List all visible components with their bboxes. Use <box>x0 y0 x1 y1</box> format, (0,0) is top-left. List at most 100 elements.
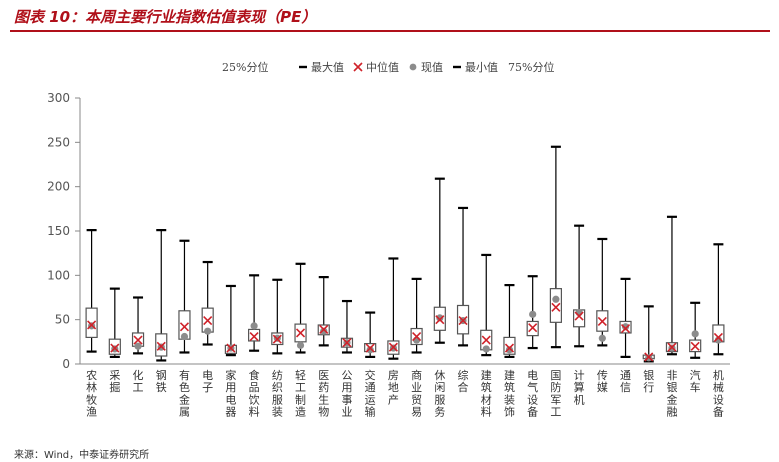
median-marker <box>644 352 654 362</box>
median-marker <box>342 338 352 348</box>
median-marker <box>272 334 282 344</box>
current-value-dot <box>482 345 490 353</box>
category-label: 综合 <box>458 368 469 394</box>
median-marker <box>203 315 213 326</box>
category-label: 汽车 <box>690 368 701 394</box>
box-15 <box>433 177 446 344</box>
iqr-box <box>503 336 516 355</box>
category-label: 电子 <box>202 369 213 394</box>
current-value-dot <box>621 323 630 331</box>
box-0 <box>85 229 98 353</box>
plot-area <box>85 145 725 363</box>
legend-item-2: 中位值 <box>353 60 399 74</box>
category-label: 有色金属 <box>179 368 190 419</box>
box-6 <box>224 284 237 357</box>
median-marker <box>295 328 306 338</box>
median-marker <box>481 335 491 345</box>
box-25 <box>665 215 679 356</box>
median-marker <box>133 335 143 345</box>
box-9 <box>294 262 307 354</box>
title-rule <box>10 30 770 32</box>
category-label: 电气设备 <box>527 369 538 419</box>
median-marker <box>179 322 190 332</box>
box-11 <box>340 299 354 354</box>
category-label: 交通运输 <box>365 368 376 419</box>
boxplot-chart: 25%分位 最大值 中位值 现值 最小值 75%分位 0 50 100 150 200 250 300… <box>47 60 730 419</box>
iqr-box <box>549 288 562 323</box>
box-13 <box>387 257 400 360</box>
y-tick-label: 250 <box>47 135 70 149</box>
box-1 <box>108 287 121 359</box>
iqr-box <box>248 328 261 342</box>
legend-item-0: 25%分位 <box>222 60 268 74</box>
category-label: 食品饮料 <box>249 368 260 419</box>
legend: 25%分位 最大值 中位值 现值 最小值 75%分位 <box>222 60 554 74</box>
current-value-dot <box>552 295 560 303</box>
box-5 <box>201 260 214 346</box>
category-label: 银行 <box>643 368 654 394</box>
current-value-dot <box>529 310 537 318</box>
box-2 <box>131 296 145 355</box>
current-value-dot <box>180 332 189 341</box>
median-marker <box>551 302 561 312</box>
median-marker <box>620 323 631 334</box>
box-19 <box>526 275 539 350</box>
median-marker <box>713 332 723 342</box>
y-tick-label: 300 <box>47 91 70 105</box>
category-label: 商业贸易 <box>411 368 422 419</box>
y-tick-label: 100 <box>47 268 70 282</box>
category-label: 机械设备 <box>713 368 724 419</box>
box-22 <box>596 237 609 347</box>
category-label: 采掘 <box>109 369 120 394</box>
legend-label: 现值 <box>421 61 443 74</box>
current-value-dot <box>505 346 514 354</box>
box-18 <box>503 283 516 359</box>
box-8 <box>271 278 284 355</box>
category-label: 建筑材料 <box>481 368 492 419</box>
y-tick-label: 200 <box>47 180 70 194</box>
median-marker <box>365 343 375 353</box>
legend-x-icon <box>353 62 363 72</box>
median-marker <box>156 341 166 351</box>
legend-label: 25%分位 <box>222 60 268 74</box>
median-marker <box>504 343 515 353</box>
legend-label: 最小值 <box>465 61 498 74</box>
current-value-dot <box>250 322 258 330</box>
legend-label: 75%分位 <box>508 60 554 74</box>
box-7 <box>248 274 261 352</box>
box-3 <box>155 229 168 362</box>
legend-item-1: 最大值 <box>299 60 344 74</box>
category-label: 家用电器 <box>225 368 236 419</box>
current-value-dot <box>204 327 212 335</box>
box-23 <box>619 277 632 359</box>
box-16 <box>456 206 470 347</box>
median-marker <box>597 316 607 327</box>
median-marker <box>319 324 329 334</box>
current-value-dot <box>320 327 328 335</box>
median-marker <box>87 320 97 330</box>
box-4 <box>178 239 191 354</box>
legend-item-3: 现值 <box>409 61 443 74</box>
median-marker <box>412 331 422 342</box>
median-marker <box>574 311 584 321</box>
legend-label: 中位值 <box>366 60 399 74</box>
median-marker <box>226 343 236 353</box>
median-marker <box>458 315 468 326</box>
category-label: 建筑装饰 <box>504 368 515 419</box>
legend-dot-icon <box>409 63 417 71</box>
source-note: 来源：Wind，中泰证券研究所 <box>14 450 150 461</box>
category-label: 非银金融 <box>666 369 677 419</box>
category-label: 纺织服装 <box>272 368 283 419</box>
box-12 <box>364 311 377 359</box>
box-27 <box>712 243 725 356</box>
category-label: 国防军工 <box>550 369 561 419</box>
category-label: 休闲服务 <box>434 369 445 419</box>
y-tick-label: 150 <box>47 224 70 238</box>
current-value-dot <box>598 334 606 342</box>
median-marker <box>667 342 677 352</box>
category-label: 农林牧渔 <box>86 368 97 419</box>
median-marker <box>690 341 700 351</box>
category-label: 公用事业 <box>341 369 352 419</box>
box-24 <box>642 305 655 363</box>
box-10 <box>317 276 330 347</box>
